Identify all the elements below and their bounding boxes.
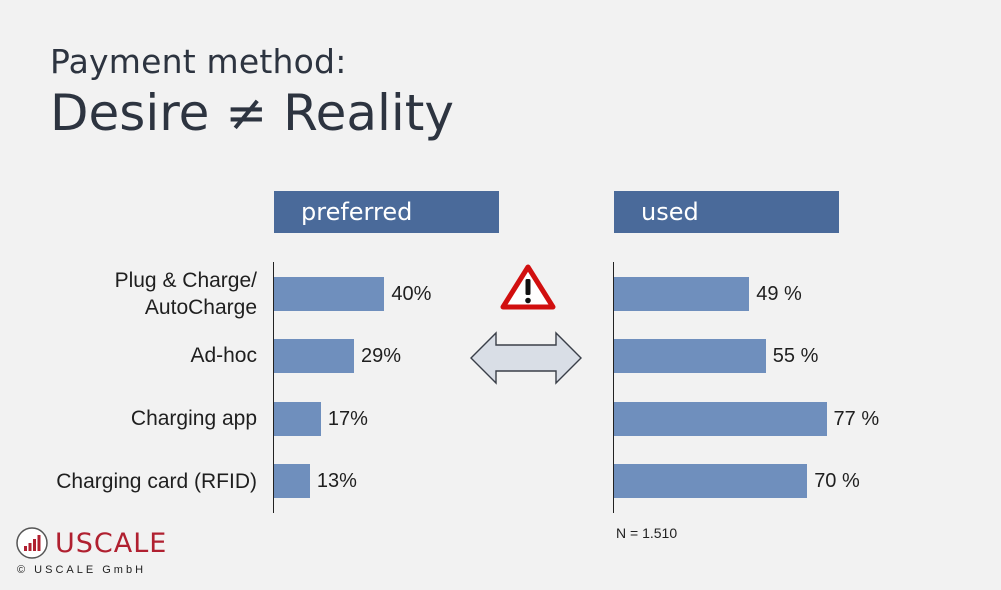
preferred-value-label-charging-card: 13% <box>316 470 357 492</box>
preferred-value-label-ad-hoc: 29% <box>361 345 402 367</box>
used-bar-ad-hoc <box>614 339 766 373</box>
category-label-ad-hoc: Ad-hoc <box>190 344 257 367</box>
used-header: used <box>614 191 839 233</box>
copyright-text: © USCALE GmbH <box>17 564 147 576</box>
sample-size-note: N = 1.510 <box>616 525 678 541</box>
used-value-label-charging-card: 70 % <box>814 470 860 492</box>
preferred-axis <box>273 262 274 513</box>
used-value-label-plug-charge: 49 % <box>756 283 802 305</box>
preferred-bar-ad-hoc <box>274 339 355 373</box>
category-label-charging-card: Charging card (RFID) <box>56 470 257 493</box>
warning-triangle-icon <box>500 264 556 310</box>
preferred-value-label-charging-app: 17% <box>327 408 368 430</box>
category-label-charging-app: Charging app <box>130 407 257 430</box>
uscale-logo: USCALE <box>15 526 167 560</box>
preferred-header: preferred <box>274 191 499 233</box>
preferred-bar-plug-charge <box>274 277 385 311</box>
used-value-label-ad-hoc: 55 % <box>772 345 819 367</box>
used-bar-plug-charge <box>614 277 750 311</box>
uscale-logo-icon <box>16 527 48 559</box>
preferred-bar-charging-app <box>274 402 321 436</box>
category-label-plug-charge: Plug & Charge/AutoCharge <box>114 269 257 319</box>
used-axis <box>613 262 614 513</box>
double-arrow-icon <box>470 331 582 385</box>
used-bar-charging-card <box>614 464 808 498</box>
page-title: Desire ≠ Reality <box>50 84 454 142</box>
used-bar-charging-app <box>614 402 827 436</box>
preferred-value-label-plug-charge: 40% <box>391 283 432 305</box>
page-subtitle: Payment method: <box>50 42 347 81</box>
used-value-label-charging-app: 77 % <box>833 408 880 430</box>
preferred-bar-charging-card <box>274 464 310 498</box>
brand-name: USCALE <box>55 527 168 559</box>
